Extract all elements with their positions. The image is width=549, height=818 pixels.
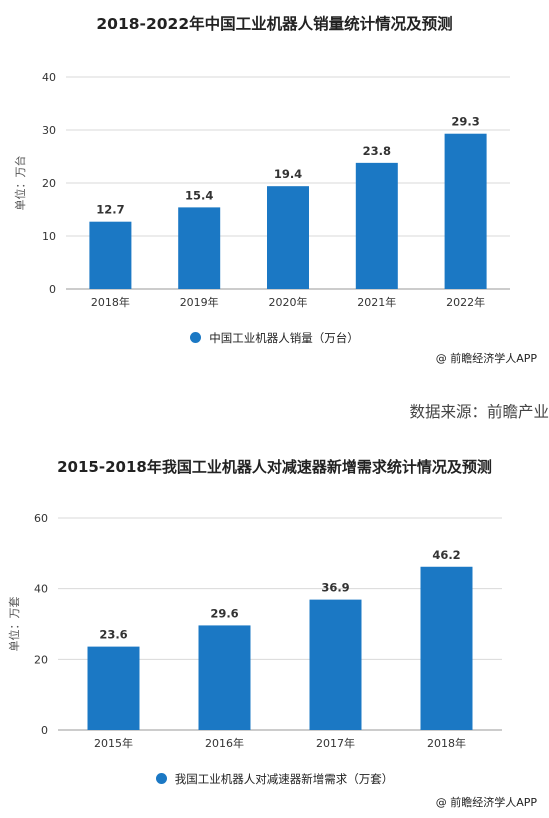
legend-label: 我国工业机器人对减速器新增需求（万套） [174, 772, 394, 786]
data-label: 15.4 [185, 188, 213, 202]
x-tick-label: 2017年 [316, 736, 355, 750]
credit-text: @ 前瞻经济学人APP [435, 796, 537, 809]
y-tick-label: 0 [41, 724, 48, 737]
bar [267, 186, 309, 289]
y-tick-label: 30 [42, 124, 56, 137]
data-label: 23.8 [363, 144, 391, 158]
bar [178, 207, 221, 289]
bar [309, 599, 362, 730]
y-tick-label: 20 [34, 653, 48, 666]
source-note: 数据来源：前瞻产业 [409, 403, 549, 421]
legend: 中国工业机器人销量（万台） [0, 330, 549, 346]
x-tick-label: 2015年 [94, 736, 133, 750]
data-label: 29.3 [451, 115, 479, 129]
legend-swatch [190, 332, 202, 343]
y-tick-label: 40 [42, 71, 56, 84]
y-tick-label: 10 [42, 230, 56, 243]
x-tick-label: 2018年 [427, 736, 466, 750]
x-tick-label: 2019年 [180, 295, 219, 309]
bar [420, 566, 473, 730]
data-label: 46.2 [432, 548, 460, 562]
data-label: 29.6 [210, 606, 238, 620]
bar [355, 162, 398, 289]
credit-text: @ 前瞻经济学人APP [435, 352, 537, 365]
data-label: 19.4 [274, 167, 302, 181]
bar-chart-robot-sales: 0 10 20 30 40 单位：万台 12.7 2018年 15.4 2019年 19.4 2020… [13, 71, 510, 309]
bar [444, 133, 487, 289]
legend: 我国工业机器人对减速器新增需求（万套） [0, 771, 549, 787]
x-tick-label: 2016年 [205, 736, 244, 750]
x-tick-label: 2022年 [446, 295, 485, 309]
y-tick-label: 20 [42, 177, 56, 190]
bar-chart-reducer-demand: 0 20 40 60 单位：万套 23.6 2015年 29.6 2016年 36.9 2017年 4… [7, 512, 502, 750]
chart-panel-reducer-demand: 2015-2018年我国工业机器人对减速器新增需求统计情况及预测 0 20 40 60… [0, 440, 549, 818]
data-label: 23.6 [99, 628, 127, 642]
bar [89, 221, 132, 289]
bar [198, 625, 251, 730]
legend-swatch [155, 773, 167, 784]
chart-panel-robot-sales: 2018-2022年中国工业机器人销量统计情况及预测 0 10 20 30 40 单位：万… [0, 0, 549, 390]
legend-label: 中国工业机器人销量（万台） [209, 331, 359, 345]
data-label: 36.9 [321, 581, 349, 595]
x-tick-label: 2018年 [91, 295, 130, 309]
bar [87, 646, 140, 730]
y-axis-title: 单位：万台 [13, 156, 27, 211]
y-axis-title: 单位：万套 [7, 597, 21, 652]
x-tick-label: 2020年 [269, 295, 308, 309]
chart-title: 2015-2018年我国工业机器人对减速器新增需求统计情况及预测 [57, 458, 492, 476]
x-tick-label: 2021年 [357, 295, 396, 309]
data-label: 12.7 [96, 203, 124, 217]
chart-title: 2018-2022年中国工业机器人销量统计情况及预测 [96, 15, 453, 33]
y-tick-label: 40 [34, 583, 48, 596]
y-tick-label: 60 [34, 512, 48, 525]
y-tick-label: 0 [49, 283, 56, 296]
